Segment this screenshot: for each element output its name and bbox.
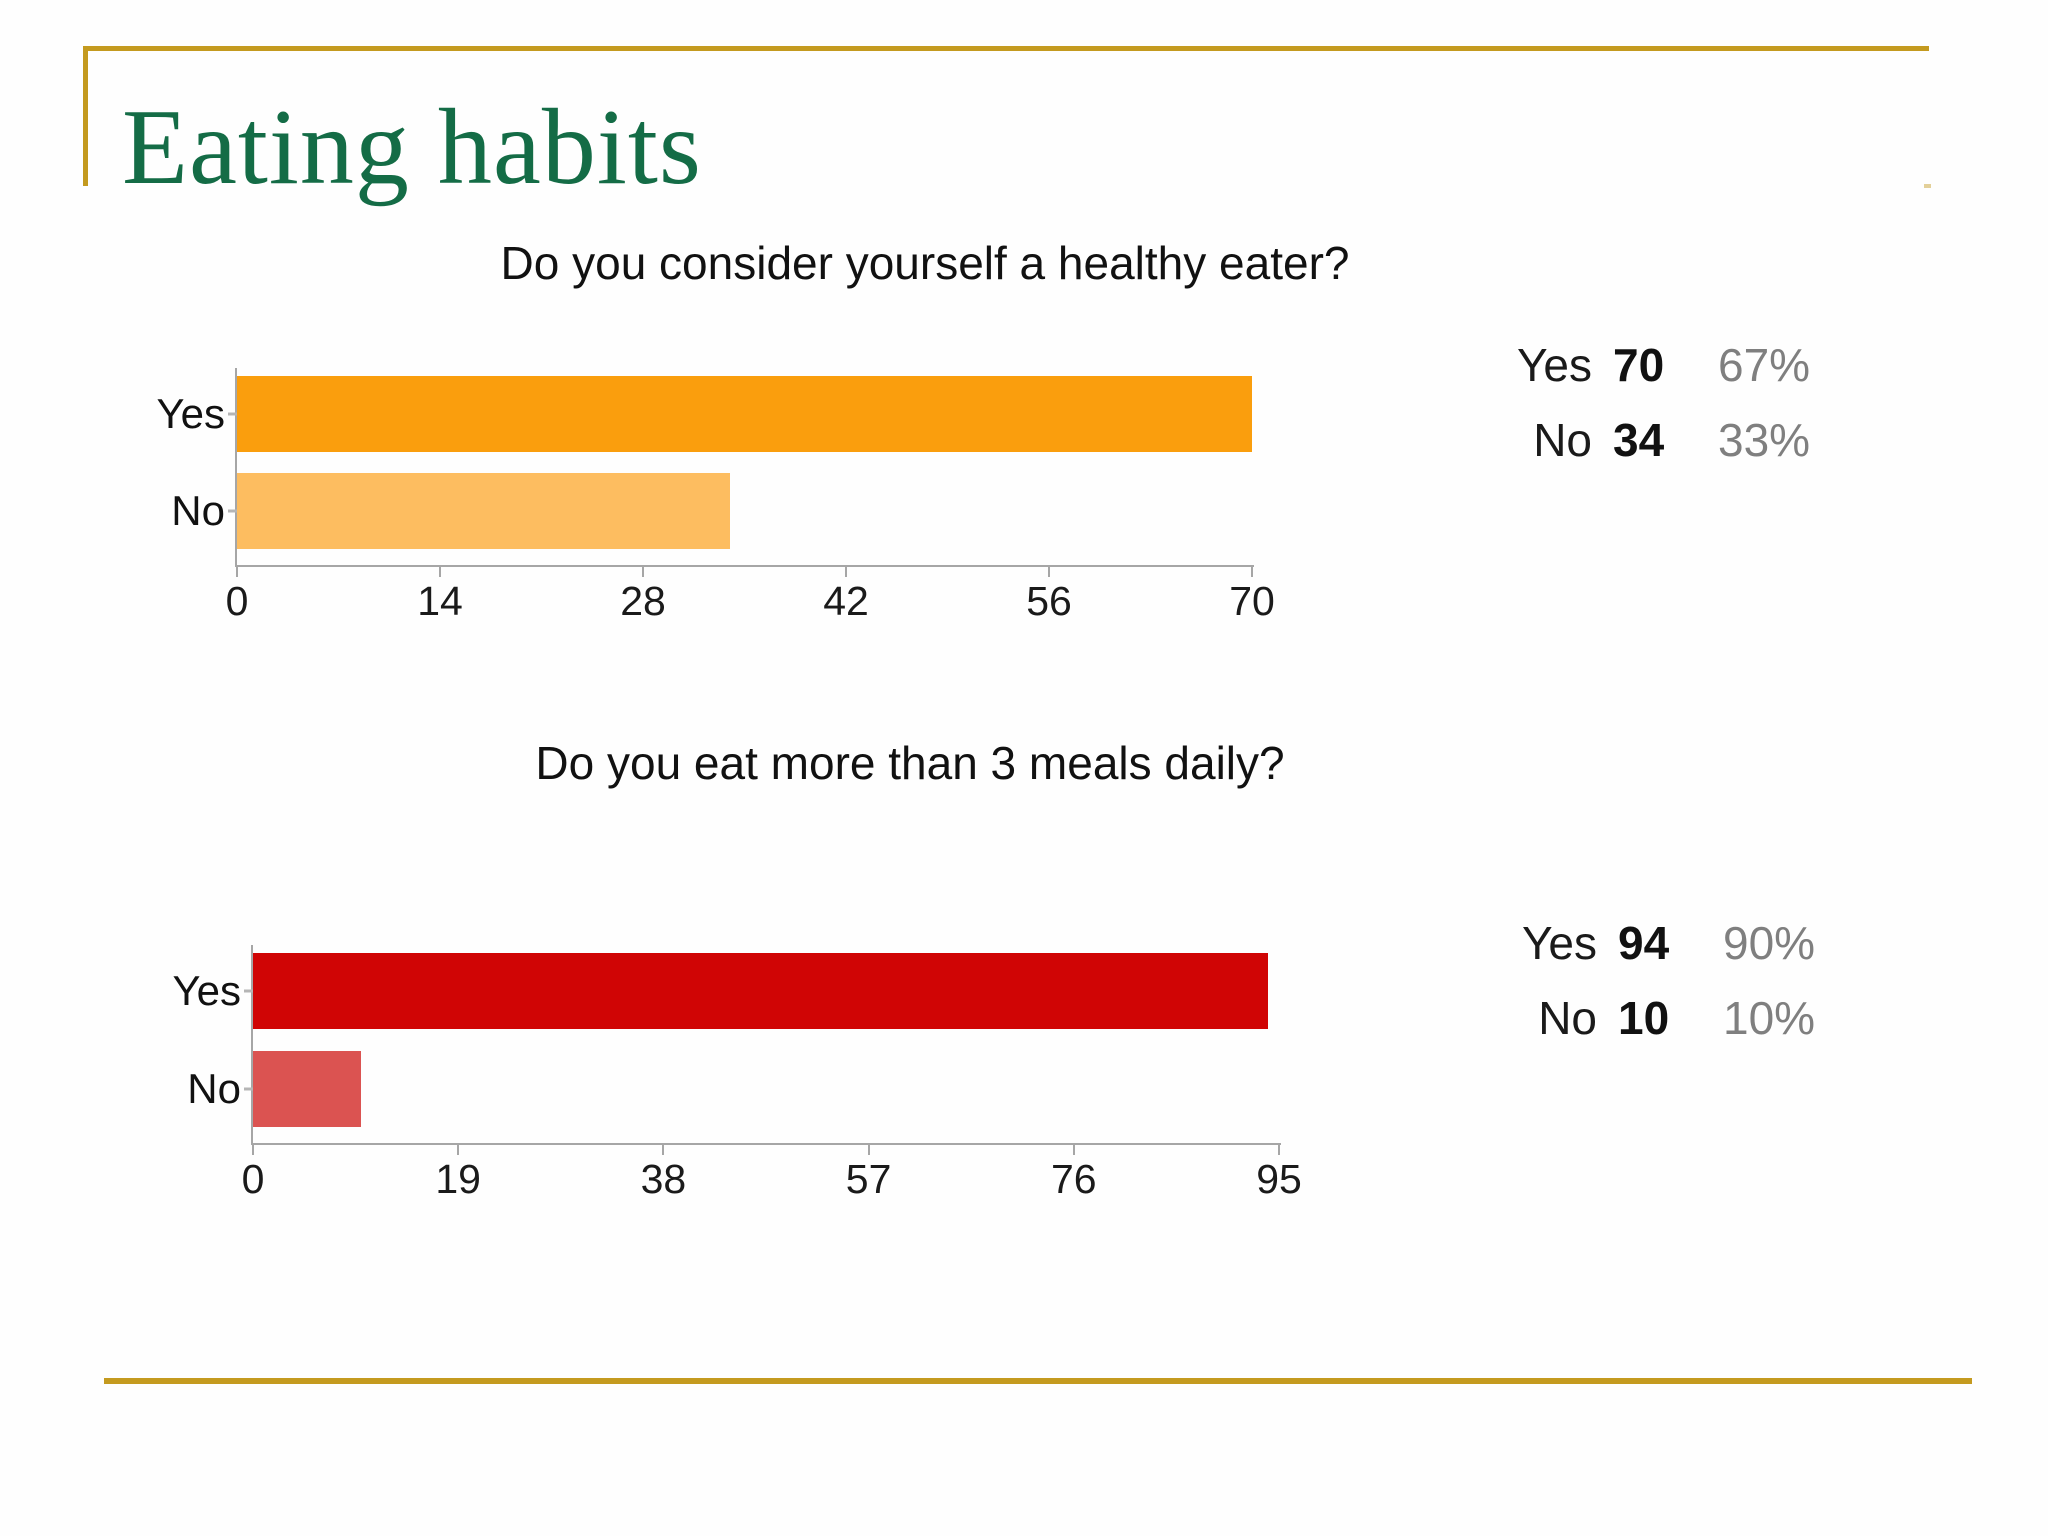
chart2-title: Do you eat more than 3 meals daily? [535, 737, 1285, 789]
chart2-x-tick-label: 0 [241, 1156, 265, 1202]
chart1-x-axis-line [235, 565, 1254, 567]
legend-percent: 10% [1723, 992, 1816, 1044]
chart2-bar-no [253, 1051, 361, 1127]
chart1-legend-row-yes: Yes 70 67% [1480, 338, 1820, 413]
chart2-x-tick-label: 76 [1050, 1156, 1097, 1202]
chart2-x-tick [252, 1143, 254, 1155]
chart2-x-tick-label: 19 [435, 1156, 481, 1202]
chart2-x-tick-label: 57 [845, 1156, 892, 1202]
chart1-x-tick-label: 0 [225, 578, 249, 624]
chart2-legend-row-no: No 10 10% [1485, 991, 1825, 1066]
legend-label: No [1538, 992, 1597, 1044]
legend-percent: 90% [1723, 917, 1816, 969]
chart2-x-axis-line [251, 1143, 1281, 1145]
chart1-x-tick [845, 565, 847, 577]
chart1-category-label-yes: Yes [156, 390, 225, 437]
chart2-x-tick [867, 1143, 870, 1155]
legend-label: Yes [1516, 339, 1592, 391]
chart1-x-tick [1251, 565, 1253, 577]
chart1-x-tick [236, 565, 238, 577]
chart1-bar-no [237, 473, 730, 549]
chart2-legend: Yes 94 90% No 10 10% [1485, 916, 1825, 1066]
chart1-plot-area: Yes No 0 14 28 42 56 70 [156, 368, 1275, 622]
legend-label: No [1533, 414, 1592, 466]
left-border-line [83, 46, 88, 186]
chart1-x-tick [439, 565, 441, 577]
chart2-category-tick-yes [244, 989, 253, 993]
right-border-mark [1924, 184, 1931, 188]
chart2-legend-row-yes: Yes 94 90% [1485, 916, 1825, 991]
chart2-x-tick-label: 95 [1256, 1156, 1302, 1202]
chart1-x-tick-label: 56 [1026, 578, 1072, 624]
slide-title: Eating habits [122, 88, 702, 207]
legend-percent: 67% [1718, 339, 1811, 391]
legend-value: 70 [1613, 339, 1665, 391]
chart2-category-tick-no [244, 1087, 253, 1091]
chart2-x-tick [457, 1143, 460, 1155]
chart1-category-label-no: No [171, 487, 225, 534]
legend-label: Yes [1521, 917, 1597, 969]
top-border-line [85, 46, 1929, 51]
chart1-x-tick [642, 565, 644, 577]
chart1-bar-yes [237, 376, 1252, 452]
chart1-y-axis-line [235, 368, 237, 565]
chart1-legend-row-no: No 34 33% [1480, 413, 1820, 488]
chart2-category-label-no: No [187, 1065, 241, 1112]
chart2-plot-area: Yes No 0 19 38 57 76 95 [172, 945, 1302, 1200]
chart1-x-tick-label: 70 [1229, 578, 1275, 624]
chart1-x-tick-label: 42 [823, 578, 869, 624]
chart2-x-tick-label: 38 [640, 1156, 687, 1202]
chart2-category-label-yes: Yes [172, 967, 241, 1014]
chart1-title: Do you consider yourself a healthy eater… [500, 237, 1350, 289]
chart2-y-axis-line [251, 945, 253, 1143]
chart1-x-tick-label: 28 [620, 578, 666, 624]
legend-value: 10 [1618, 992, 1670, 1044]
chart2-x-tick [1278, 1143, 1280, 1155]
chart1-legend: Yes 70 67% No 34 33% [1480, 338, 1820, 488]
chart1-category-tick-yes [228, 412, 237, 416]
chart2-x-tick [1072, 1143, 1075, 1155]
chart2-bar-yes [253, 953, 1269, 1029]
chart1-category-tick-no [228, 509, 237, 513]
legend-value: 34 [1613, 414, 1665, 466]
bottom-border-line [104, 1378, 1972, 1384]
chart2-x-tick [662, 1143, 665, 1155]
legend-percent: 33% [1718, 414, 1811, 466]
legend-value: 94 [1618, 917, 1670, 969]
chart1-x-tick-label: 14 [417, 578, 463, 624]
chart1-x-tick [1048, 565, 1050, 577]
